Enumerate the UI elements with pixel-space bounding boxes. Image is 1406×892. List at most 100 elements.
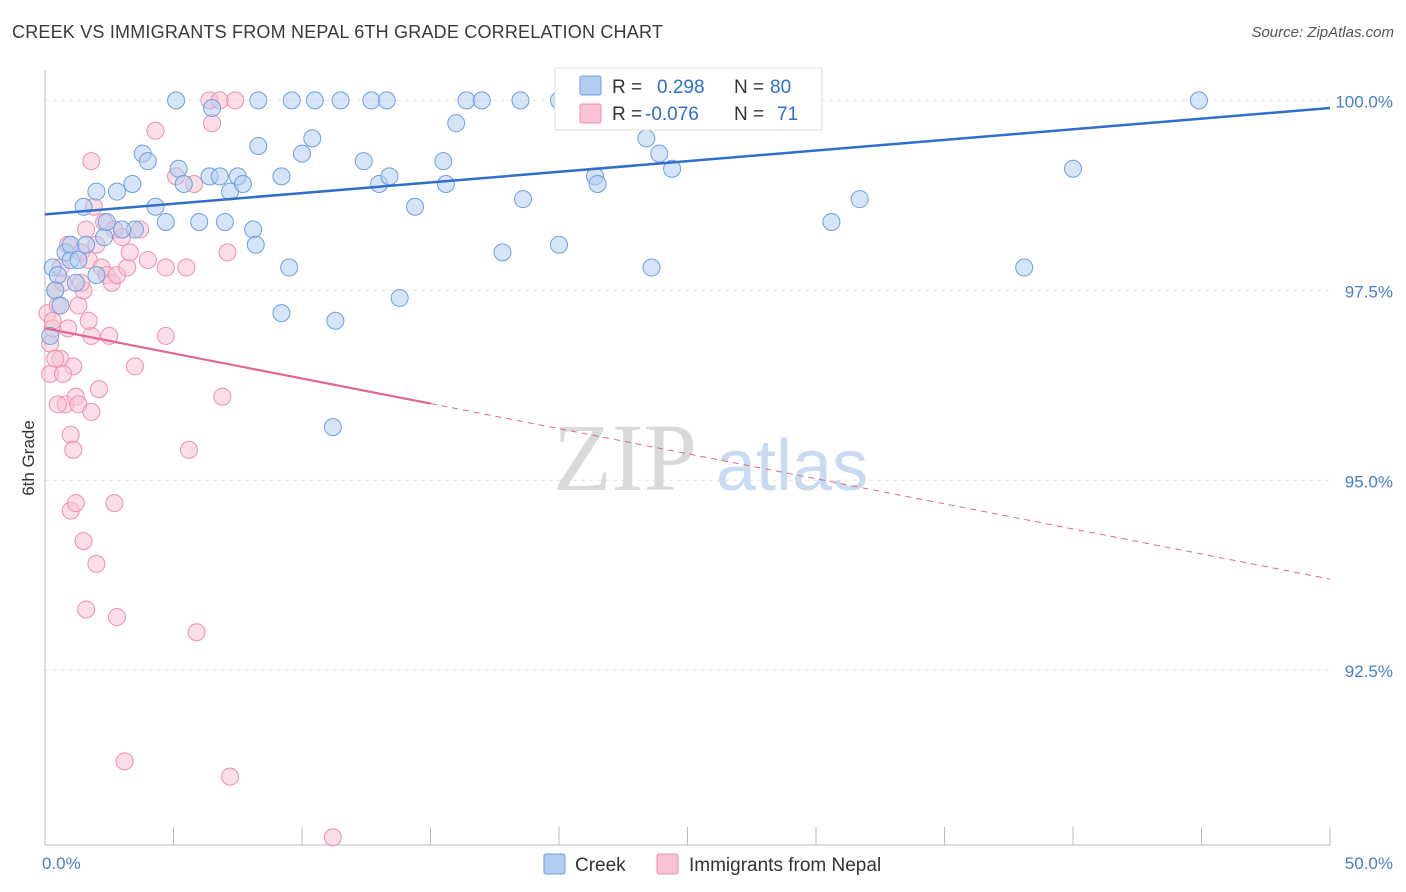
creek-point-37 xyxy=(326,311,345,330)
nepal-point-36 xyxy=(177,258,196,277)
creek-point-58 xyxy=(1015,258,1034,277)
nepal-point-69 xyxy=(138,250,157,269)
creek-point-5 xyxy=(61,235,80,254)
creek-point-31 xyxy=(272,167,291,186)
creek-point-4 xyxy=(66,273,85,292)
nepal-point-43 xyxy=(218,243,237,262)
creek-point-34 xyxy=(272,304,291,323)
nepal-point-34 xyxy=(156,326,175,345)
creek-point-78 xyxy=(51,296,70,315)
creek-point-64 xyxy=(305,91,324,110)
creek-point-35 xyxy=(293,144,311,163)
nepal-point-70 xyxy=(53,364,72,383)
creek-point-48 xyxy=(514,190,533,209)
nepal-point-53 xyxy=(187,623,206,642)
creek-point-36 xyxy=(303,129,322,148)
tick-labels: 92.5% 95.0% 97.5% 100.0% 0.0% 50.0% xyxy=(42,92,1393,873)
watermark-atlas: atlas xyxy=(716,426,868,506)
creek-point-69 xyxy=(472,91,491,110)
nepal-point-32 xyxy=(146,121,165,140)
creek-point-57 xyxy=(850,190,869,209)
series-creek-points xyxy=(41,91,1208,437)
nepal-point-11 xyxy=(64,440,83,459)
creek-point-76 xyxy=(41,326,60,345)
creek-point-80 xyxy=(113,220,132,239)
bottom-legend-nepal-swatch xyxy=(656,853,679,875)
stats-legend-creek-swatch xyxy=(579,75,602,96)
creek-point-70 xyxy=(511,91,530,110)
stats-legend-r-label-creek: R = xyxy=(612,77,642,98)
bottom-legend: Creek Immigrants from Nepal xyxy=(543,853,881,876)
nepal-point-67 xyxy=(79,311,98,330)
y-tick-label-3: 100.0% xyxy=(1335,92,1393,111)
creek-point-18 xyxy=(169,159,188,178)
creek-point-79 xyxy=(69,250,88,269)
stats-legend-n-label-creek: N = xyxy=(734,77,764,98)
watermark-zip: ZIP xyxy=(553,404,697,511)
creek-point-11 xyxy=(107,182,126,201)
bottom-legend-creek-swatch xyxy=(543,853,566,875)
creek-point-10 xyxy=(97,212,116,231)
bottom-legend-nepal-label: Immigrants from Nepal xyxy=(689,855,881,876)
x-tick-label-0: 0.0% xyxy=(42,854,81,873)
creek-point-23 xyxy=(203,98,222,117)
chart-title: CREEK VS IMMIGRANTS FROM NEPAL 6TH GRADE… xyxy=(12,22,664,42)
nepal-point-28 xyxy=(118,258,137,277)
creek-point-9 xyxy=(95,228,114,247)
nepal-point-60 xyxy=(43,311,62,330)
creek-point-21 xyxy=(190,212,209,231)
creek-point-38 xyxy=(323,418,342,437)
creek-point-42 xyxy=(390,288,409,307)
creek-point-1 xyxy=(48,266,67,285)
nepal-point-29 xyxy=(120,243,139,262)
creek-point-20 xyxy=(138,152,157,171)
nepal-point-16 xyxy=(77,220,96,239)
stats-legend-n-value-nepal: 71 xyxy=(777,104,798,125)
y-tick-label-2: 97.5% xyxy=(1345,282,1393,301)
nepal-point-55 xyxy=(221,767,240,786)
nepal-point-48 xyxy=(74,532,93,551)
creek-point-68 xyxy=(457,91,476,110)
nepal-point-66 xyxy=(46,349,65,368)
y-tick-label-1: 95.0% xyxy=(1345,472,1393,491)
nepal-point-37 xyxy=(179,440,198,459)
creek-point-19 xyxy=(174,174,193,193)
creek-point-67 xyxy=(377,91,396,110)
creek-point-24 xyxy=(210,167,229,186)
creek-point-77 xyxy=(46,281,65,300)
creek-point-7 xyxy=(77,235,96,254)
stats-legend-n-value-creek: 80 xyxy=(770,77,791,98)
nepal-trend-line-dashed xyxy=(430,403,1331,580)
creek-point-33 xyxy=(280,258,299,277)
creek-point-28 xyxy=(233,174,252,193)
chart-source: Source: ZipAtlas.com xyxy=(1251,24,1394,41)
creek-point-61 xyxy=(167,91,186,110)
y-tick-label-0: 92.5% xyxy=(1345,662,1393,681)
creek-point-52 xyxy=(637,129,656,148)
nepal-point-50 xyxy=(77,600,96,619)
nepal-point-54 xyxy=(115,752,134,771)
creek-point-44 xyxy=(434,152,453,171)
creek-point-63 xyxy=(282,91,301,110)
creek-point-59 xyxy=(1064,159,1082,178)
creek-point-56 xyxy=(822,212,841,231)
stats-legend: R = 0.298 N = 80 R = -0.076 N = 71 xyxy=(554,67,823,131)
nepal-point-10 xyxy=(61,425,80,444)
creek-point-47 xyxy=(493,243,512,262)
nepal-point-64 xyxy=(89,380,108,399)
stats-legend-nepal-swatch xyxy=(579,103,602,124)
trend-lines xyxy=(44,106,1331,580)
creek-point-17 xyxy=(156,212,175,231)
nepal-point-51 xyxy=(105,494,124,513)
creek-point-13 xyxy=(123,174,142,193)
creek-point-32 xyxy=(249,136,268,155)
creek-point-60 xyxy=(1189,91,1208,110)
creek-point-30 xyxy=(246,235,265,254)
stats-legend-r-value-creek: 0.298 xyxy=(657,77,705,98)
nepal-point-33 xyxy=(156,258,175,277)
creek-point-49 xyxy=(550,235,568,254)
creek-point-41 xyxy=(380,167,399,186)
creek-point-39 xyxy=(354,152,373,171)
creek-point-45 xyxy=(436,174,455,193)
